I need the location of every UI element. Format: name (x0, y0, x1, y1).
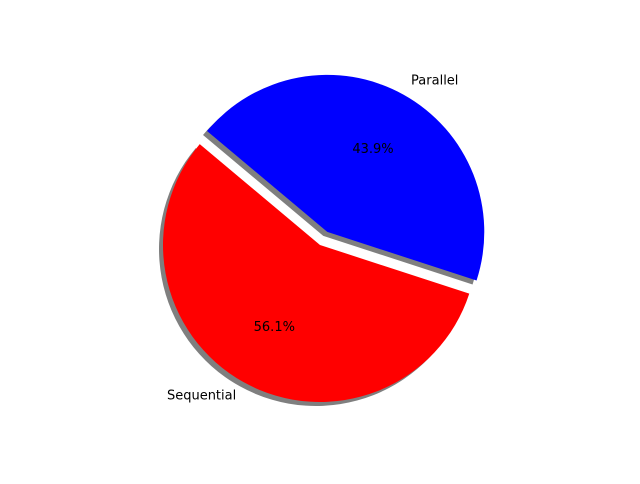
slice-label-parallel: Parallel (411, 73, 458, 88)
slice-label-sequential: Sequential (167, 389, 236, 404)
pct-label-parallel: 43.9% (352, 142, 393, 157)
slice-layer (163, 75, 484, 402)
pct-label-sequential: 56.1% (254, 320, 295, 335)
